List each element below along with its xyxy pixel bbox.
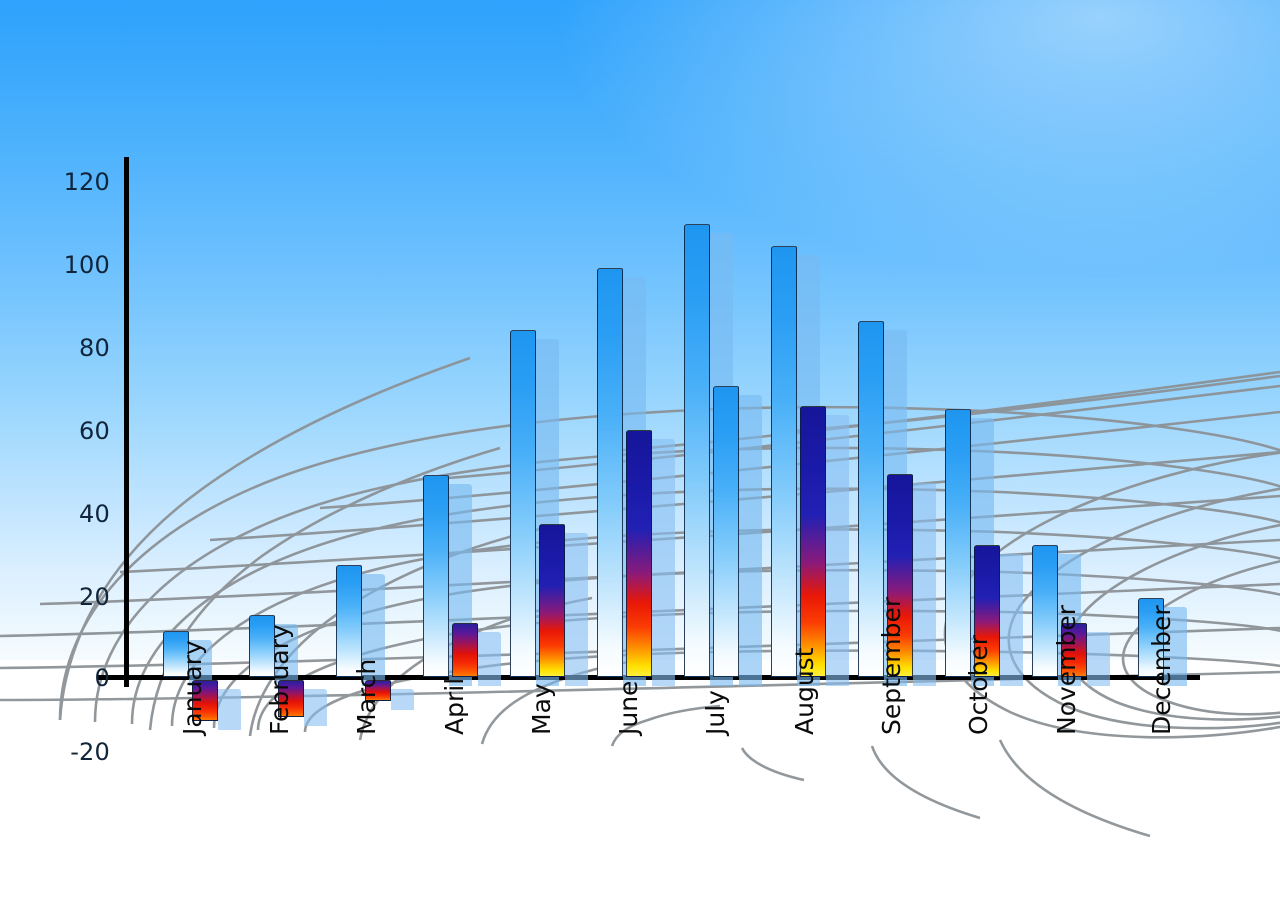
bar-face <box>684 224 710 677</box>
bar-face <box>858 321 884 677</box>
bar-shadow <box>565 533 588 686</box>
bar-september-series2[interactable] <box>887 474 936 686</box>
bar-shadow <box>1000 554 1023 686</box>
bar-face <box>1061 623 1087 677</box>
bar-face <box>1032 545 1058 677</box>
y-tick-label-0: 0 <box>94 664 110 692</box>
x-label-july: July <box>701 690 730 735</box>
bar-face <box>192 680 218 721</box>
x-label-may: May <box>527 683 556 735</box>
bar-shadow <box>218 689 241 730</box>
bar-march-series1[interactable] <box>336 565 385 686</box>
y-tick-label-100: 100 <box>63 251 110 279</box>
bar-face <box>1138 598 1164 677</box>
bar-shadow <box>362 574 385 686</box>
bar-december-series1[interactable] <box>1138 598 1187 686</box>
bar-january-series2[interactable] <box>192 680 241 730</box>
bar-face <box>336 565 362 677</box>
x-label-november: November <box>1052 604 1081 735</box>
bar-march-series2[interactable] <box>365 680 414 710</box>
bar-october-series2[interactable] <box>974 545 1023 686</box>
bar-face <box>278 680 304 717</box>
bar-face <box>539 524 565 677</box>
x-label-august: August <box>790 647 819 736</box>
bar-shadow <box>826 415 849 686</box>
bar-shadow <box>1087 632 1110 686</box>
y-tick-label-40: 40 <box>79 500 110 528</box>
y-tick-label-120: 120 <box>63 168 110 196</box>
bar-shadow <box>304 689 327 726</box>
x-label-april: April <box>440 677 469 735</box>
x-label-december: December <box>1147 605 1176 735</box>
bar-february-series2[interactable] <box>278 680 327 726</box>
bar-face <box>800 406 826 677</box>
bar-july-series2[interactable] <box>713 386 762 686</box>
x-label-october: October <box>964 634 993 735</box>
bar-shadow <box>391 689 414 710</box>
y-tick-label-20: 20 <box>79 583 110 611</box>
bar-may-series1[interactable] <box>510 330 559 686</box>
bar-face <box>365 680 391 701</box>
bar-shadow <box>1164 607 1187 686</box>
bar-august-series2[interactable] <box>800 406 849 686</box>
bar-face <box>452 623 478 677</box>
x-axis-line <box>98 675 1200 680</box>
bar-face <box>945 409 971 677</box>
bar-january-series1[interactable] <box>163 631 212 686</box>
bar-shadow <box>739 395 762 686</box>
bar-face <box>423 475 449 677</box>
bar-face <box>510 330 536 677</box>
bar-shadow <box>478 632 501 686</box>
x-label-march: March <box>352 658 381 735</box>
bar-face <box>771 246 797 677</box>
bar-shadow <box>275 624 298 686</box>
bar-face <box>974 545 1000 677</box>
x-label-february: February <box>265 624 294 735</box>
bar-face <box>597 268 623 677</box>
x-label-january: January <box>178 640 207 735</box>
y-tick-label-60: 60 <box>79 417 110 445</box>
bar-shadow <box>652 439 675 686</box>
y-tick-label-minus-20: -20 <box>70 738 110 766</box>
x-label-june: June <box>614 680 643 735</box>
bar-face <box>713 386 739 677</box>
bar-april-series2[interactable] <box>452 623 501 686</box>
y-tick-label-80: 80 <box>79 334 110 362</box>
bar-shadow <box>913 483 936 686</box>
bar-face <box>163 631 189 677</box>
bar-june-series2[interactable] <box>626 430 675 686</box>
bar-february-series1[interactable] <box>249 615 298 686</box>
bar-face <box>249 615 275 677</box>
bar-shadow <box>189 640 212 686</box>
bar-face <box>626 430 652 677</box>
y-axis-line <box>124 157 129 687</box>
bar-face <box>887 474 913 677</box>
bar-november-series2[interactable] <box>1061 623 1110 686</box>
bar-may-series2[interactable] <box>539 524 588 686</box>
x-label-september: September <box>877 596 906 735</box>
